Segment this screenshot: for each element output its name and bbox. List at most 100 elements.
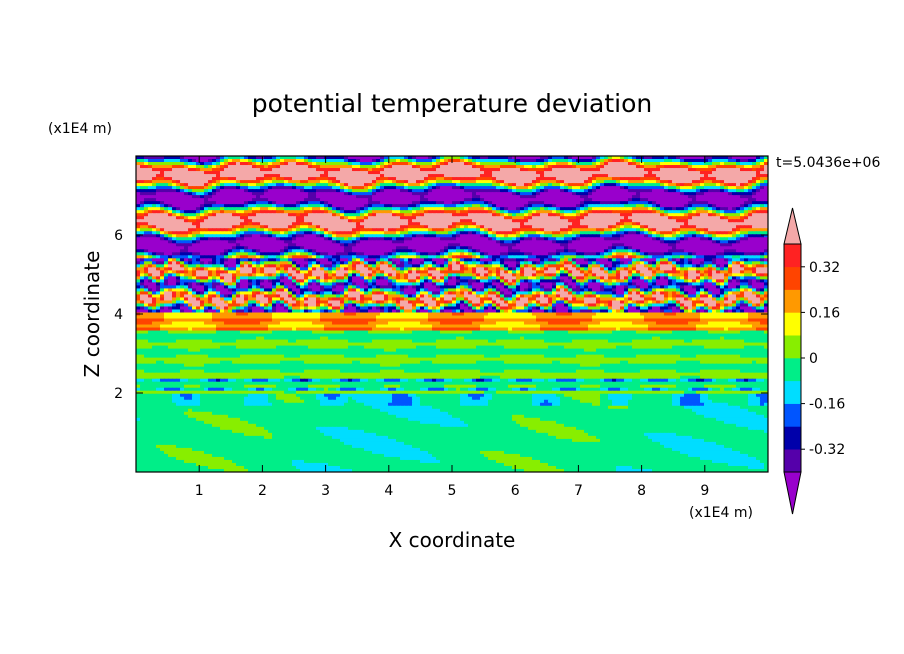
field-cell <box>172 177 177 181</box>
field-cell <box>416 171 421 175</box>
field-cell <box>296 189 301 193</box>
field-cell <box>712 213 717 217</box>
field-cell <box>524 192 529 196</box>
field-cell <box>360 156 365 160</box>
field-cell <box>292 204 297 208</box>
field-cell <box>312 156 317 160</box>
field-cell <box>228 213 233 217</box>
field-cell <box>256 177 261 181</box>
field-cell <box>260 189 265 193</box>
field-cell <box>692 219 697 223</box>
field-cell <box>252 177 257 181</box>
field-cell <box>252 189 257 193</box>
field-cell <box>392 159 397 163</box>
field-cell <box>624 186 629 190</box>
field-cell <box>384 210 389 214</box>
field-cell <box>560 204 565 208</box>
field-cell <box>308 243 313 247</box>
field-cell <box>724 237 729 241</box>
field-cell <box>512 210 517 214</box>
field-cell <box>384 222 389 226</box>
field-cell <box>764 237 768 241</box>
field-cell <box>268 219 273 223</box>
field-cell <box>348 207 353 211</box>
field-cell <box>332 183 337 187</box>
field-cell <box>240 186 245 190</box>
field-cell <box>204 246 209 250</box>
field-cell <box>628 189 633 193</box>
field-cell <box>212 237 217 241</box>
field-cell <box>720 171 725 175</box>
field-cell <box>480 156 485 160</box>
field-cell <box>704 165 709 169</box>
field-cell <box>544 213 549 217</box>
field-cell <box>420 204 425 208</box>
field-cell <box>580 168 585 172</box>
field-cell <box>320 171 325 175</box>
field-cell <box>212 219 217 223</box>
field-cell <box>344 165 349 169</box>
field-cell <box>180 246 185 250</box>
field-cell <box>592 219 597 223</box>
field-cell <box>324 192 329 196</box>
field-cell <box>684 180 689 184</box>
field-cell <box>760 210 765 214</box>
field-cell <box>588 198 593 202</box>
field-cell <box>216 225 221 229</box>
field-cell <box>696 192 701 196</box>
field-cell <box>548 174 553 178</box>
field-cell <box>392 162 397 166</box>
field-cell <box>324 240 329 244</box>
field-cell <box>760 207 765 211</box>
field-cell <box>184 231 189 235</box>
field-cell <box>252 243 257 247</box>
field-cell <box>740 177 745 181</box>
field-cell <box>160 165 165 169</box>
field-cell <box>416 156 421 160</box>
field-cell <box>636 156 641 160</box>
field-cell <box>180 195 185 199</box>
field-cell <box>252 174 257 178</box>
field-cell <box>732 198 737 202</box>
field-cell <box>476 201 481 205</box>
field-cell <box>444 192 449 196</box>
field-cell <box>432 243 437 247</box>
field-cell <box>588 156 593 160</box>
field-cell <box>400 183 405 187</box>
field-cell <box>232 156 237 160</box>
field-cell <box>676 168 681 172</box>
field-cell <box>164 249 169 253</box>
field-cell <box>240 180 245 184</box>
field-cell <box>320 213 325 217</box>
field-cell <box>528 240 533 244</box>
field-cell <box>572 234 577 238</box>
field-cell <box>352 231 357 235</box>
field-cell <box>496 195 501 199</box>
field-cell <box>720 186 725 190</box>
field-cell <box>760 234 765 238</box>
field-cell <box>676 204 681 208</box>
field-cell <box>672 228 677 232</box>
field-cell <box>508 201 513 205</box>
field-cell <box>588 219 593 223</box>
field-cell <box>468 186 473 190</box>
field-cell <box>600 237 605 241</box>
field-cell <box>532 192 537 196</box>
field-cell <box>404 174 409 178</box>
field-cell <box>584 186 589 190</box>
field-cell <box>188 180 193 184</box>
field-cell <box>400 225 405 229</box>
field-cell <box>596 216 601 220</box>
field-cell <box>220 162 225 166</box>
field-cell <box>608 159 613 163</box>
field-cell <box>528 165 533 169</box>
field-cell <box>572 168 577 172</box>
field-cell <box>684 174 689 178</box>
field-cell <box>536 240 541 244</box>
field-cell <box>140 168 145 172</box>
field-cell <box>380 183 385 187</box>
field-cell <box>252 219 257 223</box>
field-cell <box>288 171 293 175</box>
field-cell <box>352 186 357 190</box>
field-cell <box>136 219 141 223</box>
